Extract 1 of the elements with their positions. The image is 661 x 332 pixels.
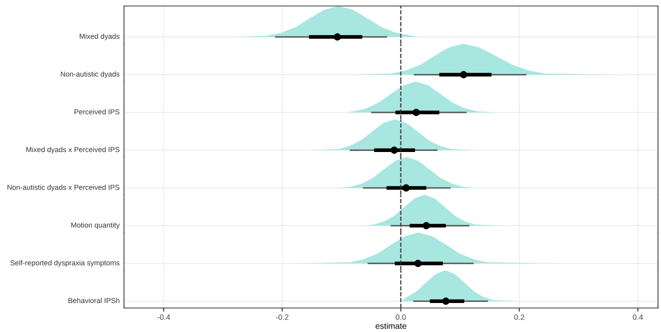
x-axis-title: estimate — [376, 322, 406, 329]
